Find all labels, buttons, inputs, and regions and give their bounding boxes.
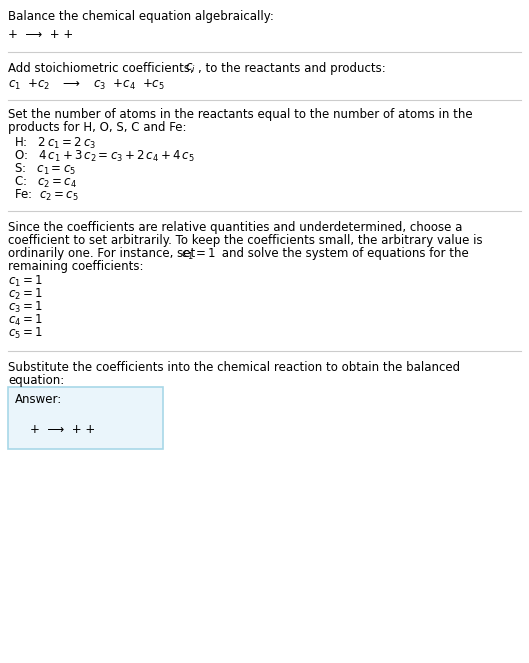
- Text: Since the coefficients are relative quantities and underdetermined, choose a: Since the coefficients are relative quan…: [8, 221, 462, 234]
- Text: Substitute the coefficients into the chemical reaction to obtain the balanced: Substitute the coefficients into the che…: [8, 361, 460, 374]
- Text: Set the number of atoms in the reactants equal to the number of atoms in the: Set the number of atoms in the reactants…: [8, 108, 472, 121]
- Text: $c_3 = 1$: $c_3 = 1$: [8, 300, 43, 315]
- FancyBboxPatch shape: [8, 387, 163, 449]
- Text: C:   $c_2 = c_4$: C: $c_2 = c_4$: [14, 175, 77, 190]
- Text: $c_2 = 1$: $c_2 = 1$: [8, 287, 43, 302]
- Text: equation:: equation:: [8, 374, 64, 387]
- Text: $c_i$: $c_i$: [185, 62, 196, 75]
- Text: coefficient to set arbitrarily. To keep the coefficients small, the arbitrary va: coefficient to set arbitrarily. To keep …: [8, 234, 482, 247]
- Text: , to the reactants and products:: , to the reactants and products:: [198, 62, 386, 75]
- Text: remaining coefficients:: remaining coefficients:: [8, 260, 143, 273]
- Text: ordinarily one. For instance, set: ordinarily one. For instance, set: [8, 247, 199, 260]
- Text: $c_4 = 1$: $c_4 = 1$: [8, 313, 43, 328]
- Text: H:   $2\,c_1 = 2\,c_3$: H: $2\,c_1 = 2\,c_3$: [14, 136, 96, 151]
- Text: $c_1$  +$c_2$   $\longrightarrow$   $c_3$  +$c_4$  +$c_5$: $c_1$ +$c_2$ $\longrightarrow$ $c_3$ +$c…: [8, 78, 165, 92]
- Text: +  ⟶  + +: + ⟶ + +: [8, 28, 73, 41]
- Text: Balance the chemical equation algebraically:: Balance the chemical equation algebraica…: [8, 10, 274, 23]
- Text: products for H, O, S, C and Fe:: products for H, O, S, C and Fe:: [8, 121, 187, 134]
- Text: Fe:  $c_2 = c_5$: Fe: $c_2 = c_5$: [14, 188, 79, 203]
- Text: +  ⟶  + +: + ⟶ + +: [30, 423, 95, 436]
- Text: O:   $4\,c_1 + 3\,c_2 = c_3 + 2\,c_4 + 4\,c_5$: O: $4\,c_1 + 3\,c_2 = c_3 + 2\,c_4 + 4\,…: [14, 149, 195, 164]
- Text: and solve the system of equations for the: and solve the system of equations for th…: [218, 247, 469, 260]
- Text: $c_5 = 1$: $c_5 = 1$: [8, 326, 43, 341]
- Text: S:   $c_1 = c_5$: S: $c_1 = c_5$: [14, 162, 76, 177]
- Text: $c_1 = 1$: $c_1 = 1$: [8, 274, 43, 289]
- Text: Answer:: Answer:: [15, 393, 62, 406]
- Text: $c_1 = 1$: $c_1 = 1$: [181, 247, 216, 262]
- Text: Add stoichiometric coefficients,: Add stoichiometric coefficients,: [8, 62, 197, 75]
